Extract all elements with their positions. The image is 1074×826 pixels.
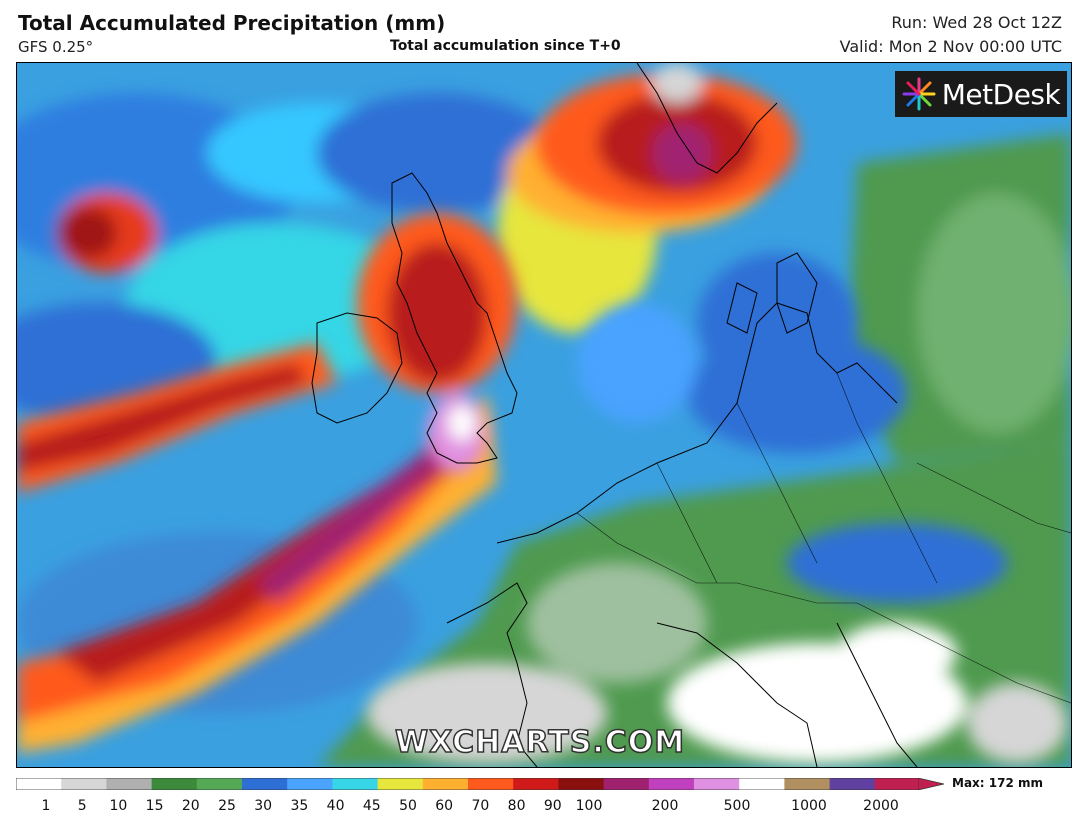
- colorbar-cell: [874, 778, 920, 790]
- chart-subtitle: Total accumulation since T+0: [390, 38, 621, 54]
- colorbar-cell: [829, 778, 876, 790]
- france-west-coast: [446, 582, 538, 767]
- colorbar-cell: [468, 778, 514, 790]
- precipitation-map: MetDesk WXCHARTS.COM: [16, 62, 1072, 768]
- wxcharts-watermark: WXCHARTS.COM: [394, 724, 686, 761]
- colorbar-cell: [242, 778, 288, 790]
- colorbar-cell: [287, 778, 333, 790]
- max-label: Max: 172 mm: [952, 776, 1043, 790]
- colorbar-tick-label: 100: [575, 798, 603, 814]
- colorbar-cell: [16, 778, 62, 790]
- colorbar-cell: [739, 778, 785, 790]
- colorbar-tick-label: 70: [471, 798, 490, 814]
- colorbar-cell: [513, 778, 559, 790]
- colorbar-tick-label: 50: [399, 798, 417, 814]
- colorbar: [16, 778, 920, 790]
- valid-time: Valid: Mon 2 Nov 00:00 UTC: [839, 37, 1062, 56]
- continent-coast: [496, 302, 898, 544]
- colorbar-tick-label: 10: [109, 798, 128, 814]
- colorbar-tick-label: 80: [507, 798, 526, 814]
- norway-coast: [636, 63, 778, 174]
- uk-precip: [357, 213, 517, 473]
- metdesk-logo: MetDesk: [895, 71, 1067, 117]
- colorbar-cell: [694, 778, 740, 790]
- colorbar-max-arrow: [918, 778, 944, 790]
- colorbar-cell: [558, 778, 605, 790]
- colorbar-tick-label: 200: [651, 798, 679, 814]
- colorbar-tick-label: 90: [543, 798, 562, 814]
- sweden-south: [776, 252, 818, 334]
- dry-region: [367, 563, 1067, 763]
- colorbar-cell: [377, 778, 424, 790]
- map-canvas: [17, 63, 1071, 767]
- colorbar-tick-label: 1000: [791, 798, 827, 814]
- colorbar-cell: [332, 778, 379, 790]
- colorbar-tick-label: 30: [254, 798, 273, 814]
- metdesk-burst-icon: [902, 77, 936, 111]
- colorbar-tick-label: 500: [723, 798, 751, 814]
- borders: [576, 372, 1071, 704]
- colorbar-tick-label: 5: [77, 798, 87, 814]
- scandinavia-precip: [537, 63, 797, 213]
- colorbar-cell: [648, 778, 695, 790]
- colorbar-tick-label: 45: [362, 798, 381, 814]
- colorbar-cell: [61, 778, 107, 790]
- western-band: [17, 343, 337, 493]
- north-sea-precip: [577, 253, 1007, 603]
- colorbar-tick-label: 1: [41, 798, 51, 814]
- colorbar-cell: [151, 778, 198, 790]
- frontal-band: [17, 393, 497, 753]
- adriatic-coast: [836, 622, 918, 767]
- great-britain-outline: [391, 172, 518, 464]
- colorbar-cells: [16, 778, 920, 790]
- colorbar-tick-label: 20: [181, 798, 200, 814]
- colorbar-cell: [784, 778, 831, 790]
- colorbar-ticks: 1 5 10 15 20 25 30 35 40 45 50 60 70 80 90 100 200 500 100…: [16, 798, 920, 818]
- colorbar-tick-label: 40: [326, 798, 345, 814]
- ireland-outline: [311, 312, 403, 424]
- colorbar-cell: [603, 778, 650, 790]
- colorbar-tick-label: 2000: [863, 798, 899, 814]
- colorbar-tick-label: 25: [218, 798, 236, 814]
- ocean-precip-field: [17, 93, 767, 713]
- colorbar-cell: [422, 778, 469, 790]
- colorbar-tick-label: 15: [145, 798, 164, 814]
- colorbar-cell: [196, 778, 243, 790]
- coastlines: [311, 63, 918, 767]
- colorbar-tick-label: 35: [290, 798, 309, 814]
- denmark-outline: [726, 282, 758, 334]
- italy-west-coast: [656, 622, 818, 767]
- metdesk-logo-text: MetDesk: [941, 77, 1061, 111]
- colorbar-cell: [106, 778, 153, 790]
- chart-title: Total Accumulated Precipitation (mm): [18, 11, 446, 35]
- run-time: Run: Wed 28 Oct 12Z: [891, 13, 1062, 32]
- colorbar-tick-label: 60: [435, 798, 454, 814]
- model-label: GFS 0.25°: [18, 38, 94, 56]
